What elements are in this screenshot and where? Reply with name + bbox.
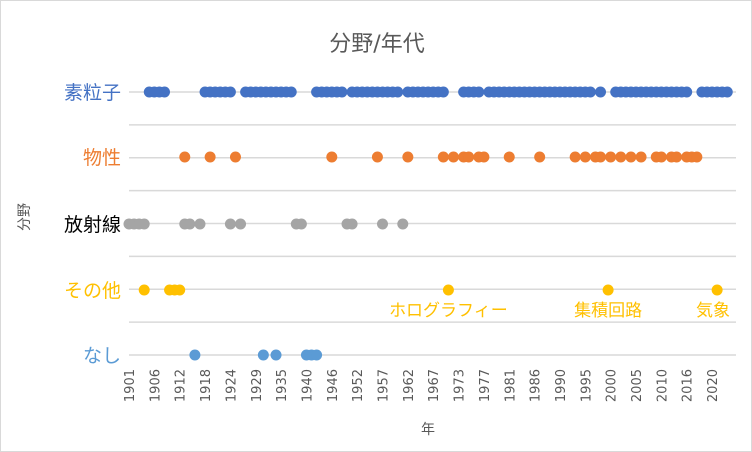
data-point bbox=[463, 151, 475, 163]
data-point bbox=[655, 151, 667, 163]
x-tick-label: 1981 bbox=[503, 369, 518, 402]
category-label: なし bbox=[83, 345, 121, 367]
x-tick-label: 1962 bbox=[402, 369, 417, 402]
data-point bbox=[311, 349, 323, 361]
x-tick-label: 1995 bbox=[579, 369, 594, 402]
x-tick-label: 1924 bbox=[224, 369, 239, 402]
category-label: 放射線 bbox=[64, 214, 121, 236]
x-tick-label: 1912 bbox=[174, 369, 189, 402]
chart-title: 分野/年代 bbox=[329, 32, 424, 57]
data-point bbox=[346, 218, 358, 230]
x-tick-label: 1986 bbox=[529, 369, 544, 402]
data-point bbox=[721, 86, 733, 98]
data-point bbox=[336, 86, 348, 98]
data-point bbox=[635, 151, 647, 163]
data-point bbox=[584, 86, 596, 98]
data-point bbox=[179, 151, 191, 163]
x-tick-label: 1967 bbox=[427, 369, 442, 402]
x-tick-label: 2000 bbox=[605, 369, 620, 402]
data-point bbox=[295, 218, 307, 230]
x-tick-label: 1946 bbox=[326, 369, 341, 402]
x-tick-label: 1990 bbox=[554, 369, 569, 402]
data-point bbox=[392, 86, 404, 98]
data-point bbox=[569, 151, 581, 163]
data-point bbox=[691, 151, 703, 163]
x-tick-label: 1973 bbox=[453, 369, 468, 402]
data-point bbox=[138, 218, 150, 230]
category-label: その他 bbox=[64, 280, 121, 302]
data-point bbox=[402, 151, 414, 163]
x-tick-label: 2020 bbox=[706, 369, 721, 402]
data-point bbox=[602, 284, 614, 296]
data-point bbox=[189, 349, 201, 361]
data-point bbox=[194, 218, 206, 230]
data-point bbox=[235, 218, 247, 230]
data-point bbox=[473, 86, 485, 98]
data-point bbox=[615, 151, 627, 163]
data-point bbox=[681, 86, 693, 98]
x-tick-label: 2010 bbox=[655, 369, 670, 402]
x-tick-label: 1935 bbox=[275, 369, 290, 402]
data-point bbox=[625, 151, 637, 163]
data-point bbox=[326, 151, 338, 163]
x-tick-label: 1940 bbox=[300, 369, 315, 402]
annotation-label: 集積回路 bbox=[574, 301, 642, 321]
data-point bbox=[595, 151, 607, 163]
y-axis-title: 分野 bbox=[17, 203, 33, 231]
x-tick-label: 2016 bbox=[681, 369, 696, 402]
data-point bbox=[579, 151, 591, 163]
data-point bbox=[447, 151, 459, 163]
annotation-label: 気象 bbox=[696, 301, 730, 321]
data-point bbox=[595, 86, 607, 98]
x-tick-label: 1929 bbox=[250, 369, 265, 402]
category-label: 物性 bbox=[83, 147, 121, 169]
data-point bbox=[204, 151, 216, 163]
x-tick-label: 1918 bbox=[199, 369, 214, 402]
data-point bbox=[371, 151, 383, 163]
data-point bbox=[184, 218, 196, 230]
x-tick-label: 1957 bbox=[377, 369, 392, 402]
data-point bbox=[174, 284, 186, 296]
data-point bbox=[503, 151, 515, 163]
data-point bbox=[671, 151, 683, 163]
data-point bbox=[285, 86, 297, 98]
data-point bbox=[437, 151, 449, 163]
data-point bbox=[138, 284, 150, 296]
data-point bbox=[224, 218, 236, 230]
data-point bbox=[158, 86, 170, 98]
data-point bbox=[605, 151, 617, 163]
x-tick-label: 1977 bbox=[478, 369, 493, 402]
x-axis-title: 年 bbox=[421, 422, 435, 438]
data-point bbox=[478, 151, 490, 163]
data-point bbox=[224, 86, 236, 98]
data-point bbox=[377, 218, 388, 230]
annotation-label: ホログラフィー bbox=[389, 301, 508, 321]
x-tick-label: 2005 bbox=[630, 369, 645, 402]
category-label: 素粒子 bbox=[64, 82, 121, 104]
x-tick-label: 1901 bbox=[123, 369, 138, 402]
data-point bbox=[397, 218, 409, 230]
data-point bbox=[534, 151, 546, 163]
x-tick-label: 1906 bbox=[148, 369, 163, 402]
data-point bbox=[442, 284, 454, 296]
x-tick-label: 1952 bbox=[351, 369, 366, 402]
data-point bbox=[229, 151, 241, 163]
data-point bbox=[257, 349, 269, 361]
data-point bbox=[270, 349, 282, 361]
data-point bbox=[437, 86, 449, 98]
data-point bbox=[711, 284, 723, 296]
